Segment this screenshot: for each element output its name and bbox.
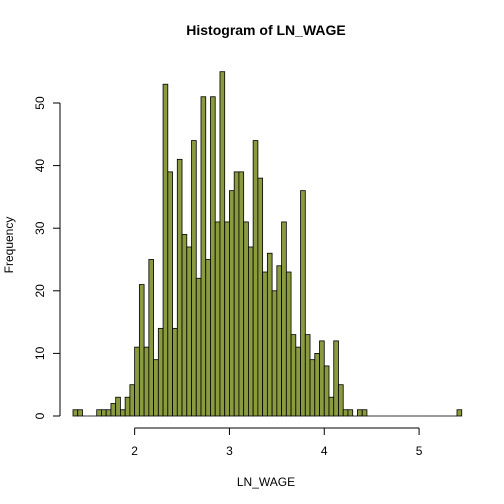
histogram-bar: [181, 234, 188, 417]
histogram-bar: [300, 190, 306, 417]
histogram-bar: [456, 409, 463, 417]
histogram-bar: [290, 334, 297, 417]
chart-title: Histogram of LN_WAGE: [186, 22, 345, 38]
histogram-bar: [224, 221, 230, 417]
histogram-bar: [262, 271, 268, 417]
y-tick-label: 50: [33, 96, 47, 110]
y-tick-label: 0: [33, 412, 47, 419]
bars-group: [72, 71, 463, 417]
histogram-bar: [333, 340, 339, 417]
histogram-bar: [129, 384, 136, 417]
histogram-bar: [319, 340, 325, 417]
x-tick-label: 3: [226, 444, 233, 458]
histogram-bar: [361, 409, 368, 417]
x-tick-label: 4: [321, 444, 328, 458]
histogram-bar: [214, 221, 221, 417]
histogram-bar: [281, 221, 287, 417]
histogram-bar: [357, 409, 363, 417]
histogram-bar: [120, 409, 126, 417]
histogram-bar: [172, 327, 178, 417]
histogram-bar: [285, 271, 292, 417]
histogram-bar: [309, 359, 316, 417]
histogram-bar: [347, 409, 354, 417]
histogram-bar: [148, 259, 154, 417]
histogram-bar: [77, 409, 83, 417]
histogram-bar: [304, 334, 311, 417]
histogram-bar: [134, 346, 140, 417]
histogram-bar: [257, 177, 264, 417]
y-axis: 0 10 20 30 40 50: [33, 96, 61, 419]
histogram-bar: [276, 265, 282, 417]
histogram-bar: [238, 171, 245, 417]
y-tick-label: 40: [33, 159, 47, 173]
histogram-bar: [200, 96, 207, 417]
histogram-bar: [186, 246, 192, 417]
y-tick-label: 20: [33, 284, 47, 298]
histogram-bar: [162, 83, 169, 417]
histogram-bar: [342, 409, 349, 417]
histogram-bar: [323, 365, 330, 417]
histogram-bar: [143, 346, 150, 417]
y-tick-label: 30: [33, 221, 47, 235]
histogram-bar: [195, 277, 202, 417]
histogram-bar: [138, 284, 145, 417]
histogram-bar: [157, 327, 164, 417]
histogram-bar: [219, 71, 226, 417]
x-axis: 2 3 4 5: [131, 427, 423, 458]
x-tick-label: 5: [416, 444, 423, 458]
histogram-bar: [243, 221, 249, 417]
histogram-bar: [271, 290, 278, 417]
histogram-bar: [210, 96, 216, 417]
y-axis-label: Frequency: [2, 217, 16, 274]
histogram-bar: [105, 409, 112, 417]
histogram-bar: [205, 259, 211, 417]
histogram-bar: [167, 171, 173, 417]
histogram-bar: [229, 190, 235, 417]
histogram-bar: [252, 140, 259, 417]
histogram-bar: [233, 171, 240, 417]
y-tick-label: 10: [33, 346, 47, 360]
histogram-bar: [72, 409, 79, 417]
histogram-bar: [96, 409, 102, 417]
histogram-bar: [295, 346, 301, 417]
histogram-bar: [328, 396, 335, 417]
histogram-bar: [191, 140, 197, 417]
x-axis-label: LN_WAGE: [237, 475, 295, 489]
histogram-bar: [266, 252, 273, 417]
histogram-bar: [248, 246, 254, 417]
histogram-bar: [115, 396, 121, 417]
histogram-bar: [110, 403, 117, 417]
histogram-bar: [124, 396, 131, 417]
x-tick-label: 2: [131, 444, 138, 458]
histogram-bar: [101, 409, 107, 417]
histogram-bar: [176, 158, 183, 417]
histogram-bar: [338, 384, 344, 417]
histogram-bar: [314, 352, 320, 417]
histogram-bar: [153, 359, 159, 417]
